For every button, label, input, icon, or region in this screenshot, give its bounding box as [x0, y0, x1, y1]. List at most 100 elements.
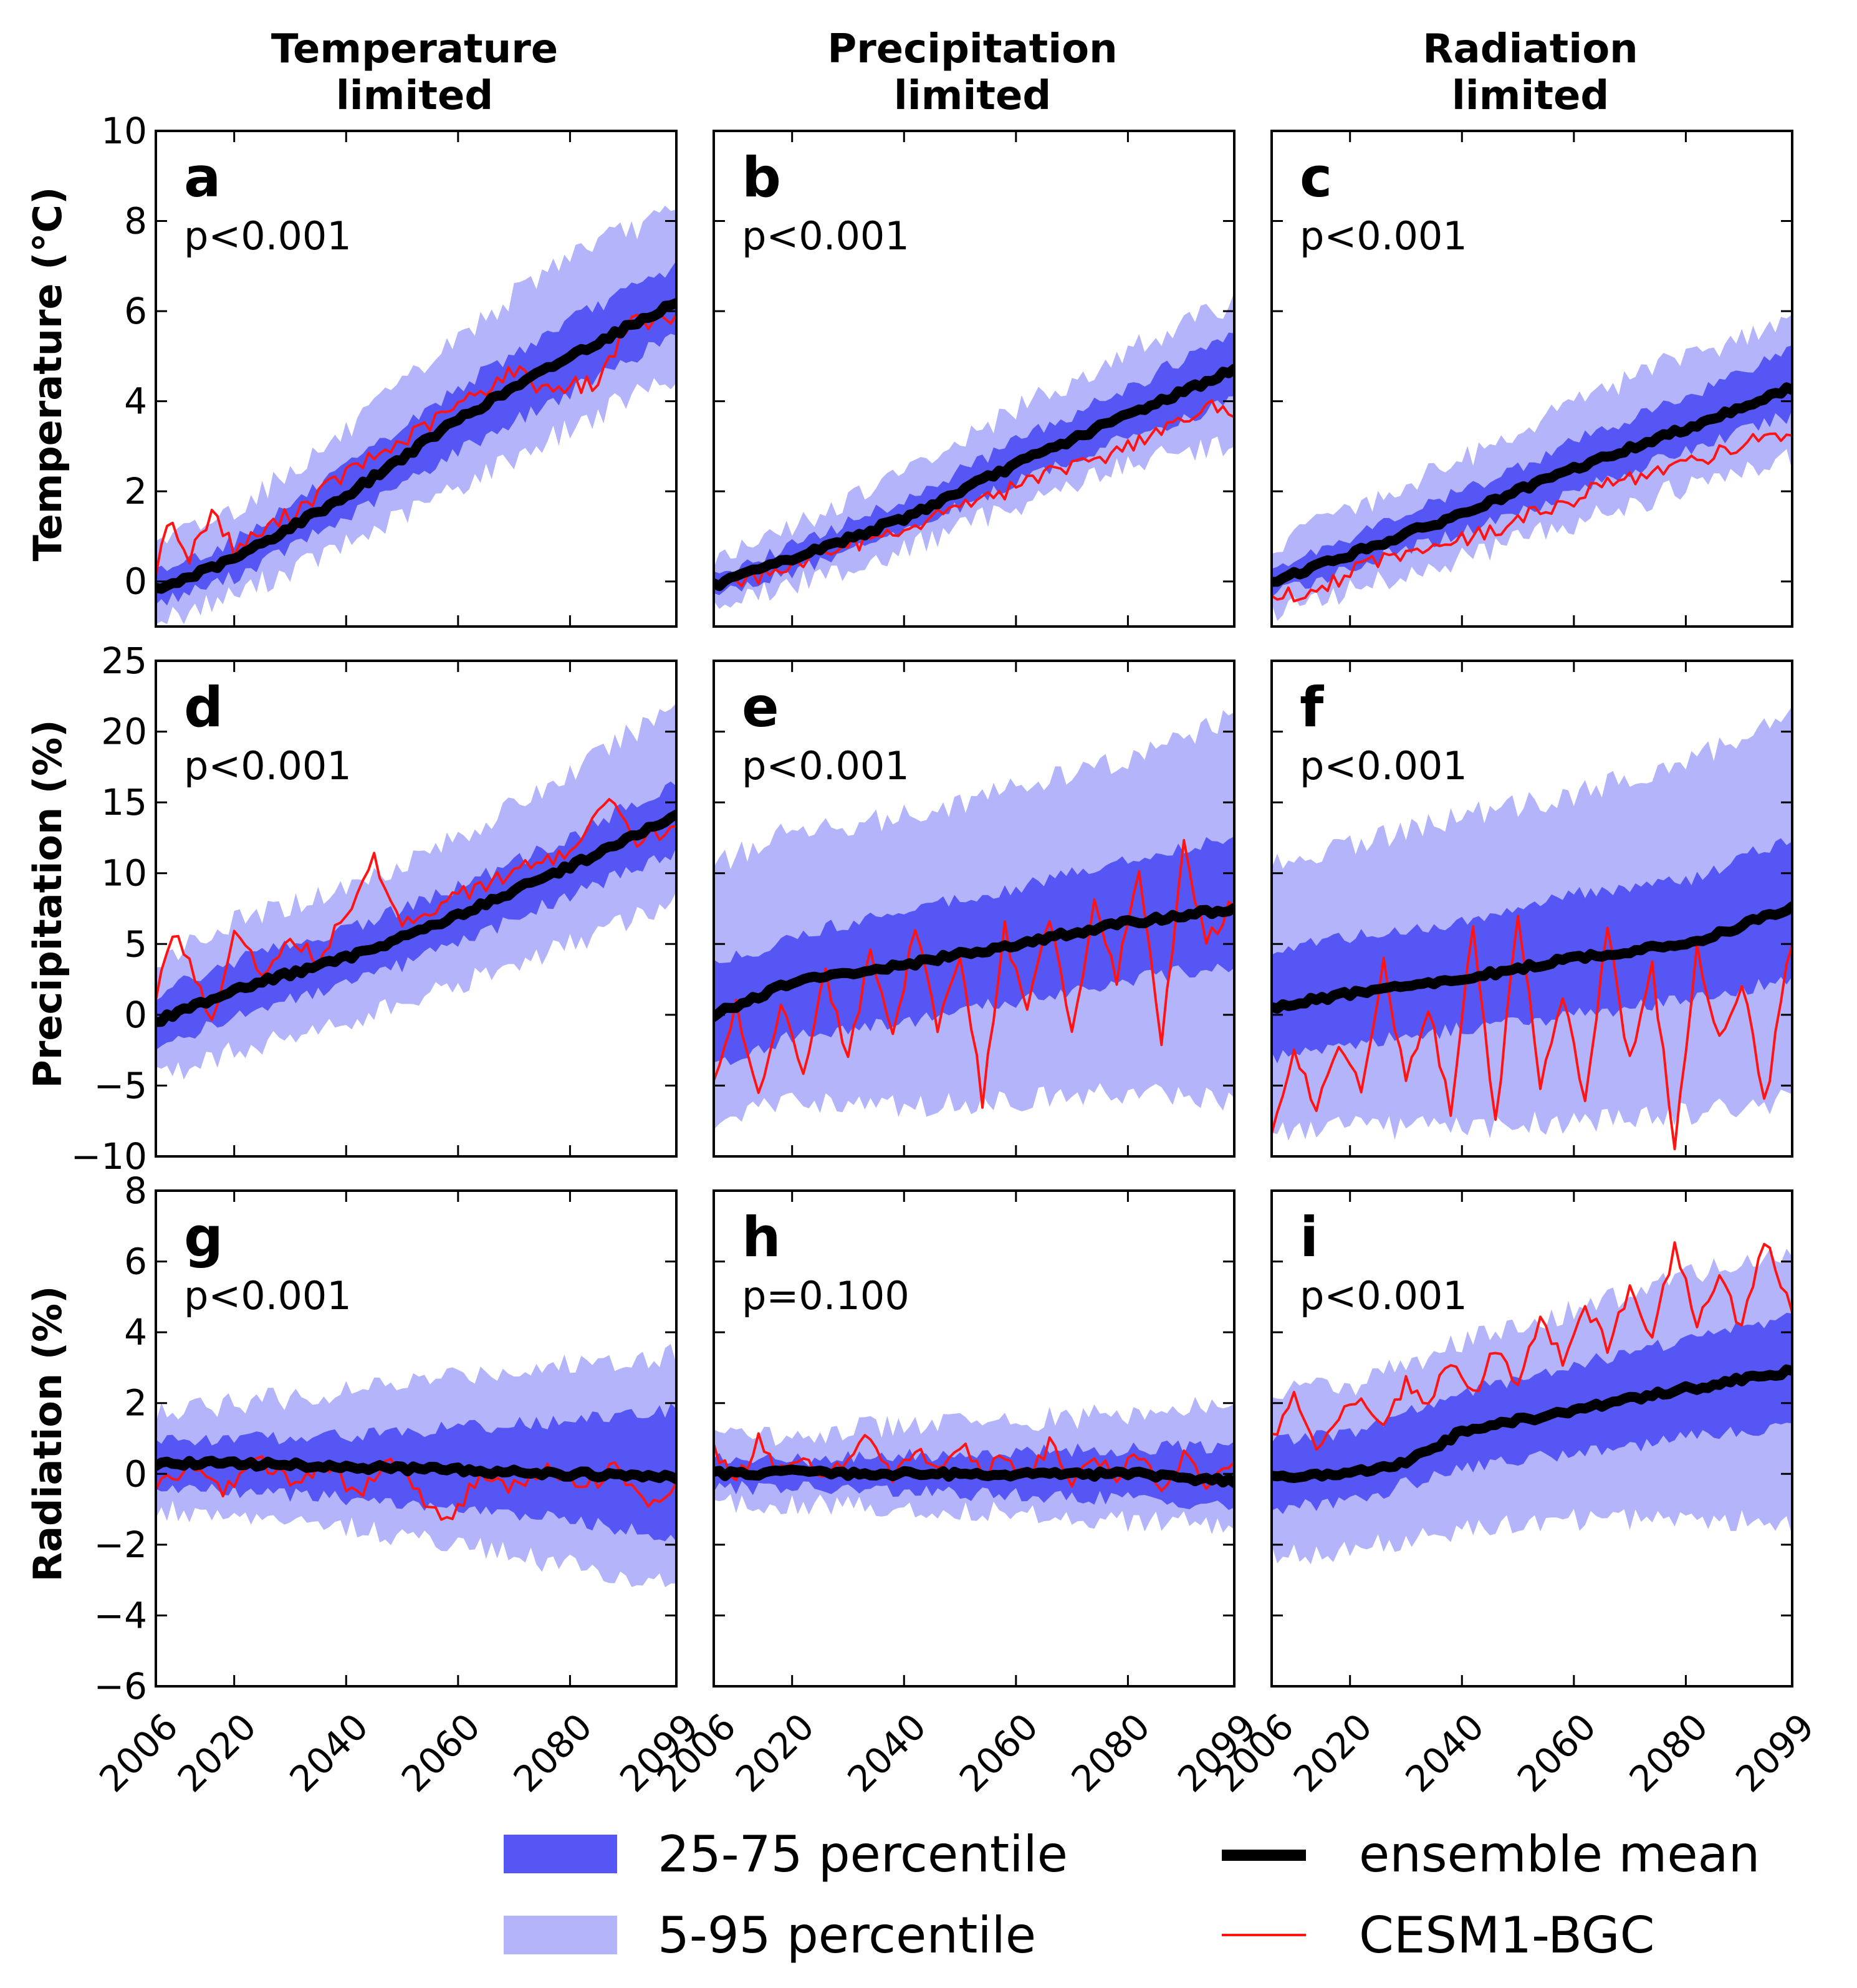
ytick-label: −5 — [94, 1064, 148, 1107]
ytick-label: −4 — [94, 1594, 148, 1636]
mean-line-i — [1272, 1364, 1792, 1483]
xtick-label: 2020 — [170, 1706, 264, 1800]
legend-label-iqr: 25-75 percentile — [658, 1825, 1068, 1883]
ytick-label: 10 — [101, 110, 147, 152]
panel-frame-f — [1270, 660, 1793, 1158]
ytick-label: 4 — [124, 1311, 147, 1353]
column-subtitle-temperature: limited — [336, 73, 493, 119]
column-title-temperature: Temperature — [271, 26, 558, 72]
panel-frame-e — [713, 660, 1236, 1158]
ytick-label: 2 — [124, 1382, 147, 1424]
model-line-h — [714, 1432, 1234, 1492]
panel-pvalue-c: p<0.001 — [1300, 213, 1467, 259]
ylabel-temperature: Temperature (°C) — [25, 187, 70, 562]
panel-letter-f: f — [1300, 675, 1325, 739]
ytick-label: 20 — [101, 711, 147, 753]
mean-line-f — [1272, 901, 1792, 1014]
column-subtitle-precipitation: limited — [894, 73, 1051, 119]
model-line-c — [1272, 432, 1792, 603]
band-25-75-f — [1272, 838, 1792, 1064]
panel-frame-g — [155, 1189, 678, 1688]
xtick-label: 2040 — [1397, 1706, 1492, 1800]
legend-label-model: CESM1-BGC — [1359, 1906, 1654, 1964]
ytick-label: −10 — [71, 1135, 147, 1178]
mean-line-h — [714, 1464, 1234, 1488]
mean-line-d — [156, 809, 676, 1027]
legend-label-p90: 5-95 percentile — [658, 1906, 1036, 1964]
ytick-label: 0 — [124, 994, 147, 1036]
ytick-label: 0 — [124, 1453, 147, 1495]
model-line-b — [714, 399, 1234, 588]
panel-pvalue-i: p<0.001 — [1300, 1273, 1467, 1318]
legend-swatch-iqr — [504, 1835, 617, 1873]
ytick-label: 15 — [101, 781, 147, 824]
ytick-label: 4 — [124, 380, 147, 423]
panel-frame-h — [713, 1189, 1236, 1688]
model-line-f — [1272, 915, 1792, 1151]
panel-frame-i — [1270, 1189, 1793, 1688]
xtick-label: 2080 — [506, 1706, 600, 1800]
legend: 25-75 percentile 5-95 percentile ensembl… — [504, 1825, 1760, 1964]
model-line-g — [156, 1455, 676, 1521]
xtick-label: 2040 — [281, 1706, 376, 1800]
model-line-d — [156, 798, 676, 1021]
mean-line-c — [1272, 382, 1792, 587]
panel-d — [155, 660, 678, 1158]
ytick-label: 8 — [124, 200, 147, 242]
band-25-75-a — [156, 261, 676, 606]
panel-letter-c: c — [1300, 145, 1332, 209]
panel-h — [713, 1189, 1236, 1688]
panel-pvalue-e: p<0.001 — [742, 743, 909, 789]
ytick-label: 25 — [101, 640, 147, 682]
xtick-label: 2099 — [1727, 1706, 1822, 1800]
band-25-75-d — [156, 781, 676, 1050]
panel-b — [713, 130, 1236, 628]
ytick-label: 10 — [101, 852, 147, 895]
mean-line-g — [156, 1456, 676, 1484]
panel-e — [713, 660, 1236, 1158]
panel-letter-b: b — [742, 145, 781, 209]
ytick-label: 6 — [124, 1241, 147, 1283]
xtick-label: 2080 — [1621, 1706, 1716, 1800]
xtick-label: 2020 — [727, 1706, 822, 1800]
panel-pvalue-a: p<0.001 — [184, 213, 352, 259]
model-line-a — [156, 313, 676, 576]
panel-pvalue-g: p<0.001 — [184, 1273, 352, 1318]
xtick-label: 2006 — [91, 1706, 186, 1800]
mean-line-b — [714, 363, 1234, 592]
column-title-precipitation: Precipitation — [827, 26, 1117, 72]
xtick-label: 2060 — [1509, 1706, 1604, 1800]
panel-letter-g: g — [184, 1205, 223, 1269]
ytick-label: 6 — [124, 290, 147, 332]
xtick-label: 2020 — [1285, 1706, 1380, 1800]
panel-letter-h: h — [742, 1205, 781, 1269]
model-line-e — [714, 838, 1234, 1109]
column-title-radiation: Radiation — [1423, 26, 1638, 72]
panel-pvalue-h: p=0.100 — [742, 1273, 909, 1318]
xtick-label: 2060 — [393, 1706, 488, 1800]
mean-line-a — [156, 298, 676, 594]
ytick-label: 2 — [124, 470, 147, 512]
panel-g — [155, 1189, 678, 1688]
panel-pvalue-b: p<0.001 — [742, 213, 909, 259]
ylabel-precipitation: Precipitation (%) — [25, 719, 70, 1088]
panel-i — [1270, 1189, 1793, 1688]
panel-c — [1270, 130, 1793, 628]
panel-f — [1270, 660, 1793, 1158]
column-subtitle-radiation: limited — [1452, 73, 1609, 119]
xtick-label: 2040 — [839, 1706, 934, 1800]
panel-pvalue-f: p<0.001 — [1300, 743, 1467, 789]
panel-letter-e: e — [742, 675, 779, 739]
ytick-label: −2 — [94, 1524, 148, 1566]
panel-frame-d — [155, 660, 678, 1158]
panel-frame-a — [155, 130, 678, 628]
panel-letter-d: d — [184, 675, 223, 739]
band-25-75-b — [714, 332, 1234, 595]
model-line-i — [1272, 1241, 1792, 1451]
panel-frame-b — [713, 130, 1236, 628]
ytick-label: 5 — [124, 923, 147, 965]
panel-pvalue-d: p<0.001 — [184, 743, 352, 789]
ytick-label: 0 — [124, 560, 147, 603]
xtick-label: 2060 — [951, 1706, 1046, 1800]
